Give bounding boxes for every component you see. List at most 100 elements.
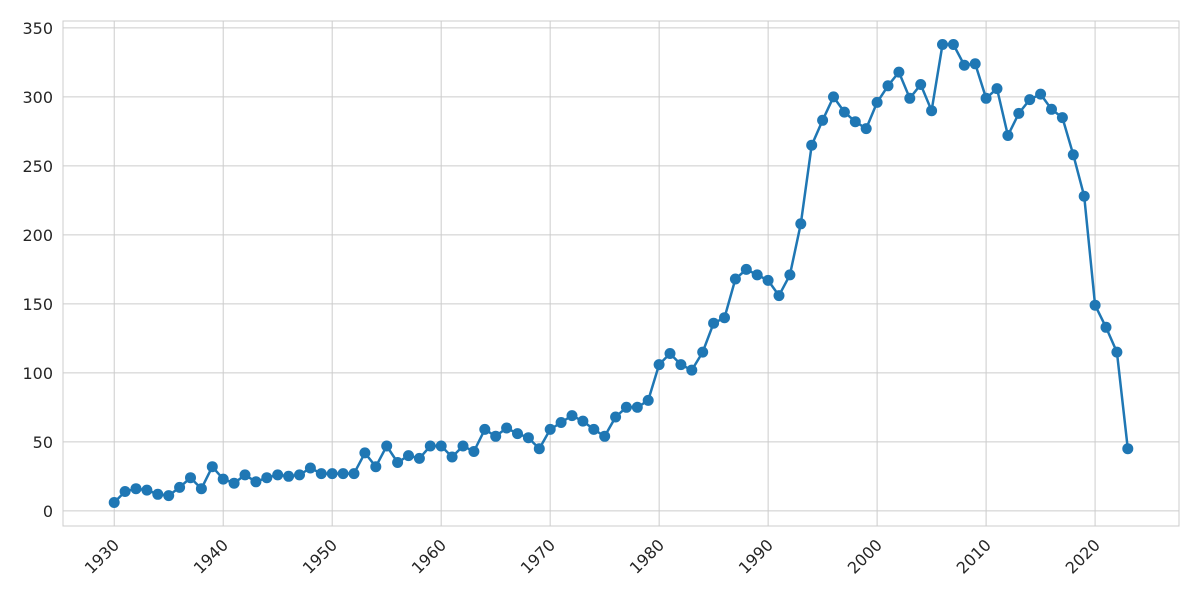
data-point xyxy=(969,58,981,70)
data-point xyxy=(947,39,959,50)
series-group xyxy=(108,39,1134,508)
data-point xyxy=(326,468,338,480)
data-point xyxy=(1013,107,1025,119)
data-point xyxy=(1067,149,1079,161)
y-tick-label: 350 xyxy=(22,19,53,38)
data-point xyxy=(795,218,807,230)
data-point xyxy=(697,346,709,358)
x-tick-label: 2010 xyxy=(953,535,995,577)
data-point xyxy=(806,139,818,151)
data-point xyxy=(1056,112,1068,124)
data-point xyxy=(653,359,665,371)
x-tick-label: 1960 xyxy=(408,535,450,577)
data-point xyxy=(893,66,905,78)
data-point xyxy=(762,274,774,286)
data-point xyxy=(588,423,600,435)
data-point xyxy=(294,469,305,481)
data-point xyxy=(860,123,872,135)
data-point xyxy=(413,452,425,464)
x-tick-label: 1990 xyxy=(735,535,777,577)
data-point xyxy=(522,432,534,444)
data-point xyxy=(555,417,567,428)
data-point xyxy=(348,468,360,480)
plot-frame xyxy=(62,20,1180,527)
data-point xyxy=(1046,103,1057,115)
y-tick-label: 0 xyxy=(43,502,53,521)
data-point xyxy=(1122,443,1134,455)
data-point xyxy=(773,290,785,302)
series-line xyxy=(113,43,1130,504)
x-tick-label: 1950 xyxy=(299,535,341,577)
data-point xyxy=(1002,130,1014,141)
data-point xyxy=(403,450,414,462)
data-point xyxy=(446,451,458,463)
data-point xyxy=(631,401,643,413)
data-point xyxy=(620,401,632,413)
x-tick-label: 1970 xyxy=(517,535,559,577)
data-point xyxy=(501,422,513,434)
x-tick-label: 1940 xyxy=(190,535,232,577)
data-point xyxy=(980,92,992,104)
data-point xyxy=(185,472,196,484)
data-point xyxy=(926,105,938,117)
data-point xyxy=(239,469,251,481)
data-point xyxy=(1111,346,1123,358)
data-point xyxy=(108,497,120,508)
data-point xyxy=(283,470,295,482)
data-point xyxy=(272,469,284,481)
data-point xyxy=(228,477,240,489)
data-point xyxy=(261,472,273,484)
y-tick-label: 100 xyxy=(22,364,53,383)
data-point xyxy=(904,92,916,104)
x-tick-label: 2000 xyxy=(844,535,886,577)
data-point xyxy=(174,481,186,493)
data-point xyxy=(119,486,131,497)
data-point xyxy=(958,59,970,71)
data-point xyxy=(1100,321,1112,333)
data-point xyxy=(195,483,207,495)
y-tick-label: 50 xyxy=(33,433,53,452)
data-point xyxy=(849,116,861,128)
data-point xyxy=(130,483,142,495)
data-point xyxy=(315,468,327,480)
data-point xyxy=(152,488,164,500)
grid-lines xyxy=(63,21,1179,526)
y-tick-label: 250 xyxy=(22,157,53,176)
data-point xyxy=(708,317,720,329)
x-tick-label: 1930 xyxy=(81,535,123,577)
data-point xyxy=(359,447,371,459)
data-point xyxy=(871,96,883,108)
data-point xyxy=(141,484,153,496)
data-point xyxy=(838,106,850,118)
data-point xyxy=(512,428,523,440)
data-point xyxy=(1024,94,1036,106)
data-point xyxy=(719,312,730,324)
y-tick-label: 200 xyxy=(22,226,53,245)
x-tick-label: 1980 xyxy=(626,535,668,577)
data-point xyxy=(544,423,556,435)
data-point xyxy=(250,476,262,488)
data-point xyxy=(784,269,796,281)
data-point xyxy=(610,411,622,423)
data-point xyxy=(1078,190,1090,202)
data-point xyxy=(381,440,393,452)
data-point xyxy=(599,430,611,442)
y-tick-label: 300 xyxy=(22,88,53,107)
data-point xyxy=(664,348,676,359)
data-point xyxy=(217,473,229,485)
x-tick-label: 2020 xyxy=(1062,535,1104,577)
data-point xyxy=(370,461,382,473)
data-point xyxy=(675,359,687,371)
data-point xyxy=(915,79,927,90)
data-point xyxy=(424,440,436,452)
data-point xyxy=(304,462,316,474)
x-axis: 1930 1940 1950 1960 1970 1980 1990 2000 2010 2020 xyxy=(81,535,1104,577)
data-point xyxy=(392,457,404,468)
data-point xyxy=(479,423,491,435)
y-tick-label: 150 xyxy=(22,295,53,314)
data-point xyxy=(817,114,829,126)
data-point xyxy=(435,440,447,452)
data-point xyxy=(751,269,763,281)
data-point xyxy=(882,80,894,92)
